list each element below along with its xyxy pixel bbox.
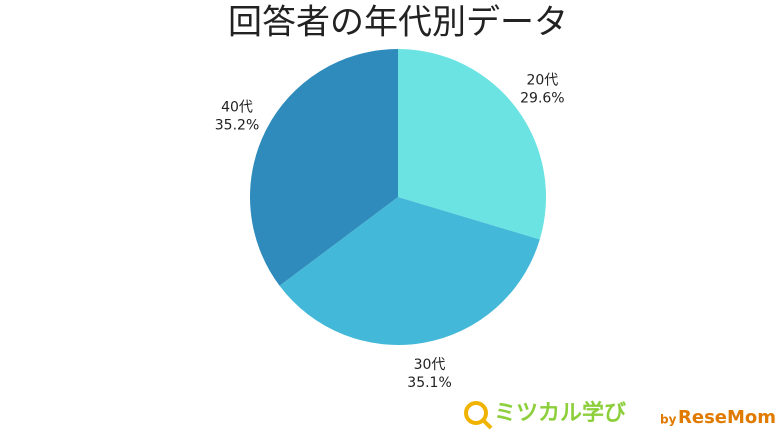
logo: ミツカル学び by ReseMom	[464, 400, 776, 430]
slice-value-label: 35.1%	[407, 375, 451, 391]
slice-value-label: 35.2%	[215, 117, 259, 133]
logo-by: by	[660, 413, 677, 427]
slice-value-label: 29.6%	[520, 91, 564, 107]
pie-slice	[249, 49, 398, 286]
slice-category-label: 30代	[414, 357, 446, 373]
chart-title: 回答者の年代別データ	[228, 3, 568, 43]
logo-brand: ミツカル学び	[494, 400, 626, 426]
logo-icon	[464, 401, 488, 425]
logo-icon-handle	[481, 418, 493, 430]
slice-category-label: 20代	[526, 73, 558, 89]
slice-category-label: 40代	[221, 99, 253, 115]
logo-site: ReseMom	[678, 407, 776, 428]
pie-slice	[279, 197, 540, 345]
pie-slice	[398, 49, 546, 240]
